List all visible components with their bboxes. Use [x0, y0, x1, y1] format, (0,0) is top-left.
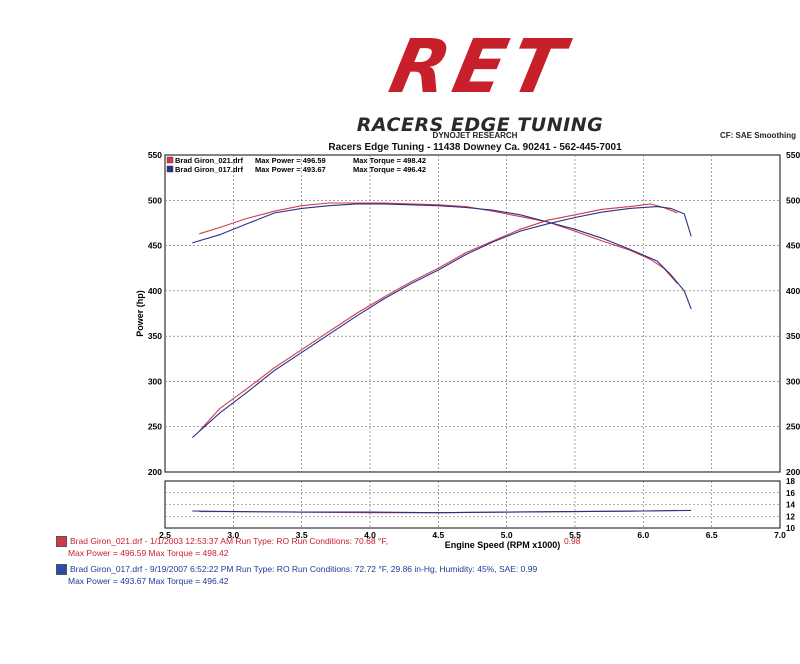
legend-max-power-1: Max Power = 496.59: [255, 156, 326, 165]
x-tick-label: 4.0: [364, 530, 376, 540]
legend-swatch-icon: [166, 156, 174, 164]
y-right-tick-label: 550: [786, 150, 800, 160]
footer-run-2-max: Max Power = 493.67 Max Torque = 496.42: [68, 576, 229, 586]
y-right-tick-label: 250: [786, 422, 800, 432]
footer-run-2-line1: Brad Giron_017.drf - 9/19/2007 6:52:22 P…: [70, 564, 538, 574]
y-tick-label: 350: [148, 331, 162, 341]
afr-tick-label: 16: [786, 489, 795, 498]
afr-tick-label: 18: [786, 477, 795, 486]
y-tick-label: 450: [148, 241, 162, 251]
chart-header-dynojet: DYNOJET RESEARCH: [432, 131, 518, 140]
x-tick-label: 7.0: [774, 530, 786, 540]
footer-run-2: Brad Giron_017.drf - 9/19/2007 6:52:22 P…: [56, 564, 538, 576]
power-curve-2: [191, 206, 692, 439]
ret-logo: RET RACERS EDGE TUNING: [335, 24, 625, 136]
y-right-tick-label: 500: [786, 195, 800, 205]
y-right-tick-label: 300: [786, 376, 800, 386]
torque-curve-2: [192, 203, 692, 310]
x-axis-label: Engine Speed (RPM x1000): [445, 540, 561, 550]
y-right-tick-label: 400: [786, 286, 800, 296]
y-right-tick-label: 450: [786, 241, 800, 251]
x-tick-label: 3.5: [296, 530, 308, 540]
y-tick-label: 200: [148, 467, 162, 477]
footer-run-1-sae: 0.98: [563, 536, 581, 546]
y-right-tick-label: 200: [786, 467, 800, 477]
legend-swatch-icon: [166, 165, 174, 173]
footer-run-1: Brad Giron_021.drf - 1/1/2003 12:53:37 A…: [56, 536, 581, 548]
y-tick-label: 500: [148, 195, 162, 205]
afr-tick-label: 12: [786, 512, 795, 521]
x-tick-label: 4.5: [432, 530, 444, 540]
logo-sub-text: RACERS EDGE TUNING: [356, 114, 604, 136]
legend-file-2: Brad Giron_017.drf: [175, 165, 243, 174]
footer-run-1-line1: Brad Giron_021.drf - 1/1/2003 12:53:37 A…: [70, 536, 388, 546]
y-tick-label: 550: [148, 150, 162, 160]
torque-curve-1: [199, 202, 678, 284]
legend-max-power-2: Max Power = 493.67: [255, 165, 326, 174]
afr-curve-2: [192, 509, 692, 514]
x-tick-label: 5.5: [569, 530, 581, 540]
legend-max-torque-1: Max Torque = 498.42: [353, 156, 426, 165]
run-1-swatch-icon: [56, 536, 67, 548]
chart-header-shop: Racers Edge Tuning - 11438 Downey Ca. 90…: [328, 142, 622, 153]
y-tick-label: 400: [148, 286, 162, 296]
run-2-swatch-icon: [56, 564, 67, 576]
x-tick-label: 6.5: [706, 530, 718, 540]
y-tick-label: 250: [148, 422, 162, 432]
x-tick-label: 6.0: [637, 530, 649, 540]
y-tick-label: 300: [148, 376, 162, 386]
x-tick-label: 5.0: [501, 530, 513, 540]
main-plot-frame: [164, 154, 781, 473]
footer-run-1-max: Max Power = 496.59 Max Torque = 498.42: [68, 548, 229, 558]
afr-tick-label: 10: [786, 524, 795, 533]
y-axis-label: Power (hp): [135, 290, 145, 337]
x-tick-label: 3.0: [227, 530, 239, 540]
afr-tick-label: 14: [786, 501, 795, 510]
legend-max-torque-2: Max Torque = 496.42: [353, 165, 426, 174]
correction-factor-label: CF: SAE Smoothing: [720, 131, 796, 140]
x-tick-label: 2.5: [159, 530, 171, 540]
legend-file-1: Brad Giron_021.drf: [175, 156, 243, 165]
y-right-tick-label: 350: [786, 331, 800, 341]
power-curve-1: [198, 203, 678, 432]
